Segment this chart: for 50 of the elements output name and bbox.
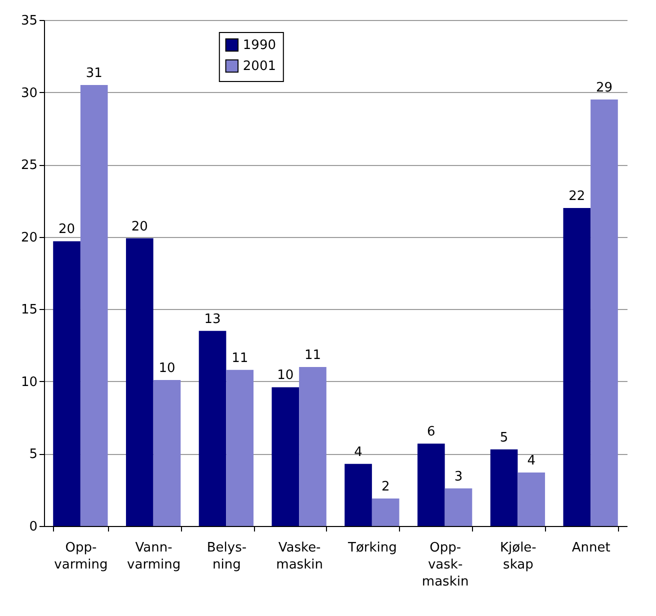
bar bbox=[490, 449, 518, 526]
data-label: 20 bbox=[131, 219, 148, 234]
data-label: 20 bbox=[58, 222, 76, 238]
bar bbox=[444, 488, 472, 526]
y-tick-label: 30 bbox=[20, 86, 38, 101]
data-label: 22 bbox=[568, 188, 586, 204]
data-label: 11 bbox=[304, 348, 321, 363]
bar bbox=[80, 85, 108, 526]
y-tick-label: 5 bbox=[29, 447, 38, 462]
x-tick-label: Tørking bbox=[347, 540, 397, 556]
x-tick-label: Vann- varming bbox=[127, 540, 181, 572]
x-tick-label: Annet bbox=[572, 540, 610, 556]
bar bbox=[53, 241, 80, 526]
bar bbox=[198, 330, 226, 526]
data-label: 2 bbox=[381, 480, 390, 495]
bar bbox=[126, 238, 154, 526]
y-tick-label: 15 bbox=[20, 302, 38, 318]
bar bbox=[299, 366, 326, 526]
data-label: 5 bbox=[500, 430, 508, 446]
y-tick-label: 35 bbox=[20, 14, 38, 28]
bar bbox=[518, 472, 546, 526]
data-label: 6 bbox=[427, 424, 436, 440]
x-tick-label: Kjøle- skap bbox=[500, 540, 537, 572]
x-tick-label: Belys- ning bbox=[206, 540, 247, 572]
bar bbox=[590, 100, 618, 526]
legend-label: 2001 bbox=[242, 59, 276, 74]
bar bbox=[153, 380, 181, 526]
data-label: 3 bbox=[454, 469, 463, 484]
bar bbox=[272, 387, 300, 526]
x-tick-label: Opp- vask- maskin bbox=[422, 540, 469, 590]
data-label: 11 bbox=[232, 350, 248, 366]
y-tick-label: 20 bbox=[20, 230, 38, 246]
y-tick-label: 10 bbox=[20, 374, 38, 390]
bar bbox=[372, 498, 400, 526]
data-label: 29 bbox=[596, 80, 612, 96]
y-tick-label: 25 bbox=[20, 158, 38, 174]
y-tick-label: 0 bbox=[29, 520, 38, 534]
bar bbox=[226, 370, 254, 526]
data-label: 10 bbox=[277, 368, 294, 384]
bar bbox=[563, 208, 591, 526]
data-label: 4 bbox=[354, 444, 362, 460]
data-label: 31 bbox=[86, 66, 102, 82]
bar bbox=[344, 464, 372, 526]
data-label: 10 bbox=[158, 360, 176, 376]
data-label: 4 bbox=[527, 454, 536, 469]
legend-label: 1990 bbox=[242, 38, 276, 53]
x-tick-label: Opp- varming bbox=[54, 540, 108, 572]
bar bbox=[417, 444, 445, 526]
data-label: 13 bbox=[204, 312, 221, 327]
x-tick-label: Vaske- maskin bbox=[276, 540, 323, 572]
